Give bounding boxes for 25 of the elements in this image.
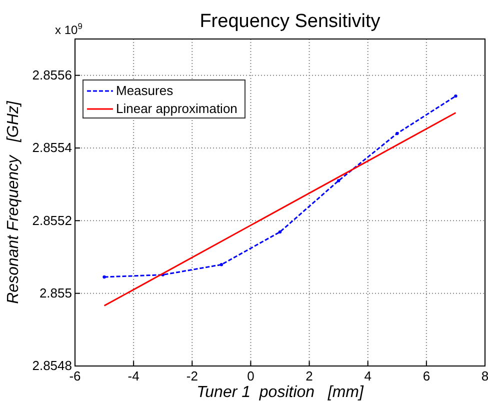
point <box>220 263 224 266</box>
x-tick-label: -2 <box>186 368 198 384</box>
y-tick-label: 2.8554 <box>32 140 72 156</box>
chart-title: Frequency Sensitivity <box>200 11 381 32</box>
legend-label: Measures <box>116 83 174 98</box>
point <box>336 179 340 182</box>
x-tick-label: -4 <box>128 368 140 384</box>
legend-label: Linear approximation <box>116 101 238 116</box>
y-tick-label: 2.8552 <box>32 212 72 228</box>
point <box>454 94 458 98</box>
x-tick-label: 4 <box>364 368 372 384</box>
point <box>396 132 399 136</box>
x-tick-label: -6 <box>69 368 81 384</box>
x-tick-label: 8 <box>481 368 488 384</box>
y-axis-title: Resonant Frequency [GHz] <box>5 100 22 304</box>
point <box>278 230 282 234</box>
x-axis-title: Tuner 1 position [mm] <box>196 384 364 401</box>
x-tick-label: 0 <box>247 368 254 384</box>
y-tick-label: 2.855 <box>39 285 72 300</box>
x-tick-label: 6 <box>422 368 430 384</box>
x-tick-label: 2 <box>306 368 313 384</box>
y-tick-label: 2.8548 <box>32 358 72 374</box>
text: x 10$^{9}$ <box>55 21 83 37</box>
point <box>102 275 106 279</box>
y-tick-label: 2.8556 <box>32 67 72 82</box>
